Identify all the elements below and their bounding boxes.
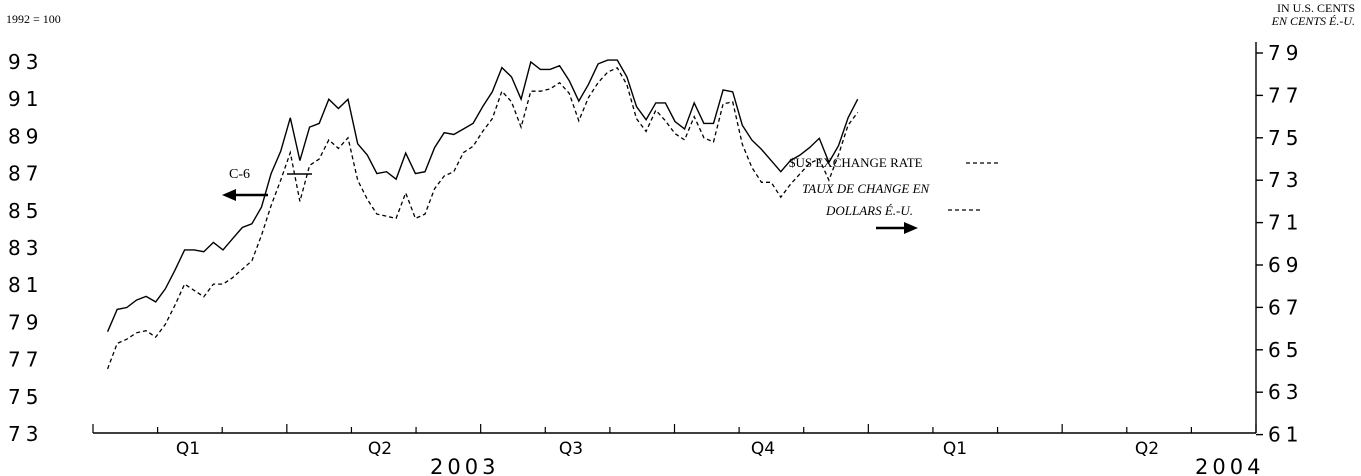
quarter-labels: Q1 Q2 Q3 Q4 Q1 Q2 bbox=[176, 439, 1159, 459]
left-tick-label: 73 bbox=[8, 422, 43, 446]
right-tick-label: 69 bbox=[1268, 253, 1303, 277]
c6-series-line bbox=[106, 59, 859, 332]
right-tick-label: 61 bbox=[1268, 423, 1303, 447]
year-labels: 2003 2004 bbox=[430, 455, 1264, 476]
year-label-2004: 2004 bbox=[1195, 455, 1264, 476]
left-axis-note: 1992 = 100 bbox=[6, 12, 61, 26]
fx-legend-label-fr-1: TAUX DE CHANGE EN bbox=[802, 181, 931, 196]
right-arrow-icon bbox=[904, 222, 918, 234]
quarter-label: Q2 bbox=[1135, 439, 1159, 459]
left-tick-label: 77 bbox=[8, 348, 43, 372]
left-tick-label: 85 bbox=[8, 199, 43, 223]
right-tick-label: 65 bbox=[1268, 338, 1303, 362]
c6-legend-label: C-6 bbox=[229, 167, 250, 182]
fx-legend-label-fr-2: DOLLARS É.-U. bbox=[825, 203, 913, 218]
fx-legend: $US EXCHANGE RATE TAUX DE CHANGE EN DOLL… bbox=[789, 155, 1000, 234]
x-axis-ticks bbox=[92, 424, 1257, 433]
year-label-2003: 2003 bbox=[430, 455, 499, 476]
axes bbox=[93, 42, 1257, 434]
left-tick-label: 87 bbox=[8, 162, 43, 186]
right-axis-note-line-1: IN U.S. CENTS bbox=[1277, 1, 1355, 15]
quarter-label: Q3 bbox=[559, 439, 583, 459]
quarter-label: Q2 bbox=[368, 439, 392, 459]
right-axis-note-line-2: EN CENTS É.-U. bbox=[1271, 14, 1355, 28]
right-tick-label: 73 bbox=[1268, 168, 1303, 192]
fx-legend-label-en: $US EXCHANGE RATE bbox=[789, 155, 923, 170]
right-tick-label: 71 bbox=[1268, 211, 1303, 235]
left-tick-label: 75 bbox=[8, 385, 43, 409]
quarter-label: Q1 bbox=[943, 439, 967, 459]
left-tick-label: 81 bbox=[8, 273, 43, 297]
left-tick-label: 83 bbox=[8, 236, 43, 260]
right-axis-ticks: 79 77 75 73 71 69 67 65 63 61 bbox=[1256, 41, 1303, 447]
right-tick-label: 79 bbox=[1268, 41, 1303, 65]
left-tick-label: 89 bbox=[8, 124, 43, 148]
right-tick-label: 77 bbox=[1268, 83, 1303, 107]
right-tick-label: 75 bbox=[1268, 126, 1303, 150]
usd-exchange-rate-series-line bbox=[106, 66, 859, 370]
left-tick-label: 79 bbox=[8, 310, 43, 334]
left-axis-ticks: 93 91 89 87 85 83 81 79 77 75 73 bbox=[8, 50, 43, 446]
left-tick-label: 93 bbox=[8, 50, 43, 74]
right-tick-label: 67 bbox=[1268, 295, 1303, 319]
c6-legend: C-6 bbox=[222, 167, 312, 201]
quarter-label: Q4 bbox=[751, 439, 775, 459]
left-tick-label: 91 bbox=[8, 87, 43, 111]
quarter-label: Q1 bbox=[176, 439, 200, 459]
right-tick-label: 63 bbox=[1268, 380, 1303, 404]
left-arrow-icon bbox=[222, 189, 236, 201]
